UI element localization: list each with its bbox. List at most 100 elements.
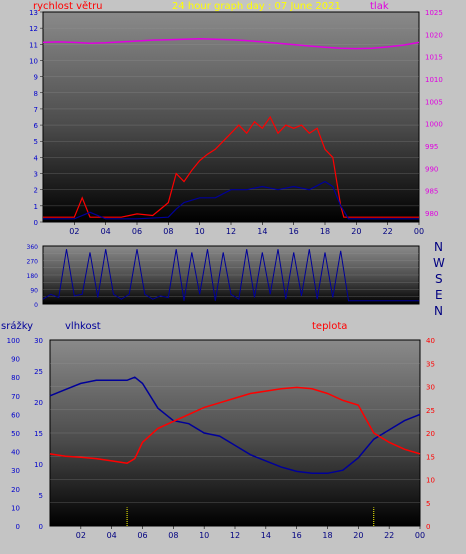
humidity-axis-tick: 5 bbox=[39, 492, 43, 500]
wind-speed-line bbox=[43, 115, 419, 218]
rain-axis-tick: 10 bbox=[11, 504, 20, 512]
pressure-axis-tick: 985 bbox=[425, 188, 438, 196]
top-x-axis-label: 16 bbox=[289, 227, 299, 236]
wind-pressure-plot-area bbox=[42, 11, 420, 223]
wind-axis-tick: 8 bbox=[34, 90, 38, 98]
rain-axis-tick: 80 bbox=[11, 374, 20, 382]
wind-axis-tick: 9 bbox=[34, 74, 38, 82]
wind-axis-tick: 6 bbox=[34, 122, 39, 130]
bottom-x-axis-label: 16 bbox=[292, 531, 302, 540]
bottom-x-axis-label: 08 bbox=[168, 531, 178, 540]
temperature-axis-tick: 20 bbox=[426, 430, 435, 438]
rain-axis-tick: 60 bbox=[11, 411, 20, 419]
direction-axis-tick: 0 bbox=[34, 302, 38, 309]
bottom-x-axis-label: 18 bbox=[322, 531, 332, 540]
pressure-axis-tick: 995 bbox=[425, 143, 438, 151]
pressure-axis-label: tlak bbox=[370, 1, 389, 12]
top-x-axis-label: 00 bbox=[414, 227, 424, 236]
top-x-axis-label: 18 bbox=[320, 227, 330, 236]
temperature-axis-tick: 0 bbox=[426, 523, 430, 531]
wind-secondary-line bbox=[43, 180, 419, 220]
rain-axis-label: srážky bbox=[1, 321, 34, 332]
top-x-axis-label: 20 bbox=[351, 227, 361, 236]
direction-axis-tick: 360 bbox=[27, 244, 39, 251]
wind-axis-tick: 3 bbox=[34, 171, 38, 179]
wind-axis-tick: 0 bbox=[34, 219, 38, 227]
top-x-axis-label: 04 bbox=[101, 227, 111, 236]
top-x-axis-label: 14 bbox=[257, 227, 267, 236]
wind-axis-tick: 13 bbox=[29, 9, 38, 17]
direction-letter-n: N bbox=[434, 240, 443, 254]
wind-axis-tick: 11 bbox=[29, 41, 38, 49]
rain-axis-tick: 20 bbox=[11, 486, 20, 494]
bottom-x-axis-label: 20 bbox=[353, 531, 363, 540]
bottom-x-axis-label: 12 bbox=[230, 531, 240, 540]
direction-letter-s: S bbox=[435, 272, 443, 286]
pressure-axis-tick: 1000 bbox=[425, 121, 443, 129]
humidity-axis-tick: 0 bbox=[39, 523, 43, 531]
pressure-axis-tick: 1025 bbox=[425, 9, 443, 17]
wind-axis-tick: 12 bbox=[29, 25, 38, 33]
top-x-axis-label: 06 bbox=[132, 227, 142, 236]
bottom-x-axis-label: 00 bbox=[415, 531, 425, 540]
pressure-line bbox=[42, 38, 420, 50]
rain-axis-tick: 70 bbox=[11, 393, 20, 401]
temperature-axis-tick: 35 bbox=[426, 360, 435, 368]
wind-axis-tick: 10 bbox=[29, 57, 38, 65]
wind-axis-tick: 5 bbox=[34, 138, 38, 146]
wind-axis-tick: 1 bbox=[34, 203, 38, 211]
humidity-line bbox=[49, 376, 421, 475]
temperature-axis-tick: 25 bbox=[426, 407, 435, 415]
humidity-axis-tick: 20 bbox=[34, 399, 43, 407]
direction-axis-tick: 270 bbox=[27, 259, 39, 266]
pressure-axis-tick: 990 bbox=[425, 165, 438, 173]
top-x-axis-label: 22 bbox=[383, 227, 393, 236]
pressure-axis-tick: 1020 bbox=[425, 31, 443, 39]
chart-title: 24 hour graph day : 07 June 2021 bbox=[172, 1, 341, 12]
wind-axis-tick: 7 bbox=[34, 106, 38, 114]
wind-direction-line bbox=[42, 249, 419, 302]
wind-axis-label: rychlost větru bbox=[33, 1, 103, 12]
direction-axis-tick: 180 bbox=[27, 273, 39, 280]
rain-axis-tick: 50 bbox=[11, 430, 20, 438]
temperature-axis-label: teplota bbox=[312, 321, 348, 332]
humidity-axis-label: vlhkost bbox=[65, 321, 101, 332]
temperature-line bbox=[49, 386, 421, 464]
pressure-axis-tick: 980 bbox=[425, 210, 438, 218]
rain-axis-tick: 0 bbox=[16, 523, 20, 531]
bottom-x-axis-label: 14 bbox=[261, 531, 271, 540]
rain-axis-tick: 40 bbox=[11, 449, 20, 457]
pressure-axis-tick: 1015 bbox=[425, 54, 443, 62]
temperature-axis-tick: 10 bbox=[426, 477, 435, 485]
temperature-axis-tick: 40 bbox=[426, 337, 435, 345]
rain-axis-tick: 30 bbox=[11, 467, 20, 475]
wind-axis-tick: 4 bbox=[34, 154, 39, 162]
bottom-x-axis-label: 06 bbox=[137, 531, 147, 540]
bottom-x-axis-label: 04 bbox=[107, 531, 117, 540]
bottom-x-axis-label: 22 bbox=[384, 531, 394, 540]
bottom-x-axis-label: 10 bbox=[199, 531, 209, 540]
temperature-axis-tick: 15 bbox=[426, 453, 435, 461]
bottom-x-axis-label: 02 bbox=[76, 531, 86, 540]
rain-axis-tick: 100 bbox=[7, 337, 20, 345]
temperature-axis-tick: 5 bbox=[426, 500, 430, 508]
direction-letter-w: W bbox=[433, 256, 445, 270]
wind-axis-tick: 2 bbox=[34, 187, 38, 195]
pressure-axis-tick: 1010 bbox=[425, 76, 443, 84]
top-x-axis-label: 08 bbox=[163, 227, 173, 236]
top-x-axis-label: 02 bbox=[69, 227, 79, 236]
top-x-axis-label: 12 bbox=[226, 227, 236, 236]
direction-letter-n-bottom: N bbox=[434, 304, 443, 318]
humidity-axis-tick: 25 bbox=[34, 368, 43, 376]
humidity-axis-tick: 30 bbox=[34, 337, 43, 345]
humidity-axis-tick: 10 bbox=[34, 461, 43, 469]
direction-letter-e: E bbox=[435, 288, 443, 302]
top-x-axis-label: 10 bbox=[195, 227, 205, 236]
pressure-axis-tick: 1005 bbox=[425, 98, 443, 106]
humidity-axis-tick: 15 bbox=[34, 430, 43, 438]
direction-axis-tick: 90 bbox=[30, 288, 38, 295]
rain-axis-tick: 90 bbox=[11, 356, 20, 364]
temperature-axis-tick: 30 bbox=[426, 384, 435, 392]
